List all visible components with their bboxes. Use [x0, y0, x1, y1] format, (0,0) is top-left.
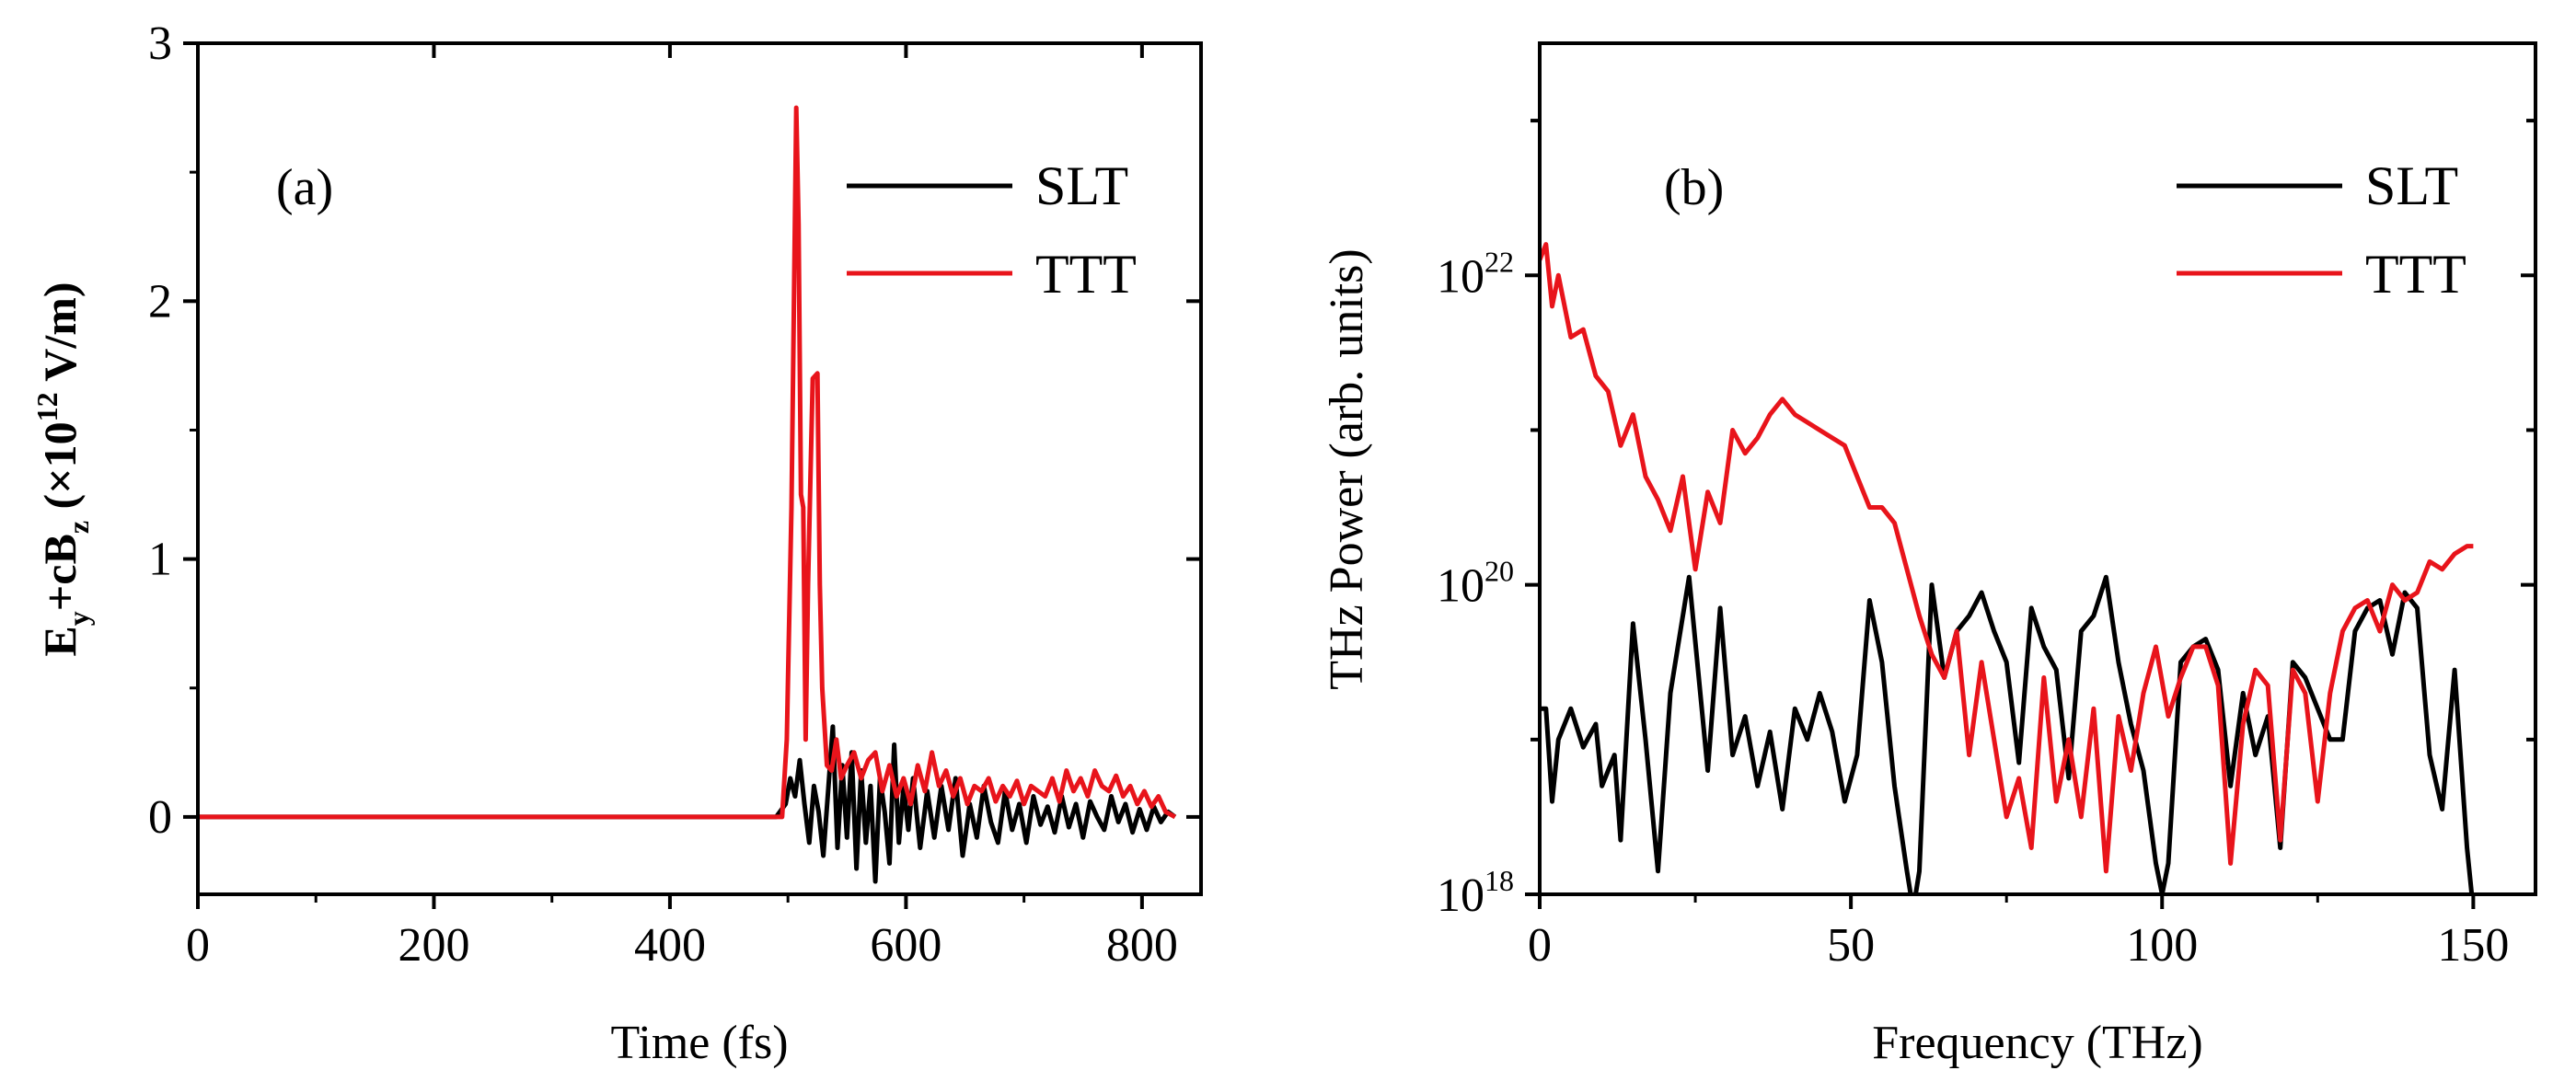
- panel-b-xtick-label: 150: [2437, 919, 2509, 972]
- panel-b-xtick-label: 50: [1827, 919, 1875, 972]
- panel-a-xtick-label: 400: [634, 919, 706, 972]
- ylabel-a-sub2: z: [62, 521, 95, 534]
- ylabel-a-unit-post: V/m): [34, 282, 86, 392]
- panel-b-ylabel: THz Power (arb. units): [1321, 248, 1373, 689]
- ylabel-a-mid: +cB: [34, 534, 86, 611]
- panel-b-series: [1540, 242, 2475, 894]
- panel-b-frame: [1538, 41, 2537, 896]
- panel-a-line-slt: [198, 724, 1177, 884]
- panel-b-ytick-label: 1020: [1437, 555, 1514, 613]
- panel-b-ytick-label: 1022: [1437, 245, 1514, 303]
- panel-b-xtick-label: 100: [2126, 919, 2198, 972]
- panel-b-ticks: 0 50 100 150 1018 1020 1022: [1437, 119, 2536, 972]
- panel-b-legend-ttt-label: TTT: [2365, 244, 2466, 305]
- ylabel-a-unit-sup: 12: [30, 392, 64, 421]
- panel-a-line-ttt: [198, 105, 1176, 820]
- panel-a-ytick-label: 1: [148, 534, 172, 586]
- panel-a-series: [198, 105, 1177, 884]
- panel-a-xlabel: Time (fs): [610, 1017, 788, 1069]
- ylabel-a-unit-pre: (×10: [34, 421, 86, 521]
- panel-b-legend-slt-label: SLT: [2365, 155, 2458, 216]
- panel-a-ylabel: Ey+cBz (×1012 V/m): [30, 282, 95, 656]
- panel-b-label: (b): [1664, 159, 1724, 216]
- panel-a-legend-ttt-label: TTT: [1035, 244, 1137, 305]
- panel-b-line-ttt: [1540, 242, 2474, 874]
- panel-a-xtick-label: 800: [1106, 919, 1178, 972]
- panel-b-line-slt: [1540, 574, 2475, 894]
- panel-b: 0 50 100 150 1018 1020 1022 (b) SLT TTT Freque…: [1321, 41, 2537, 1069]
- panel-b-ytick-label: 1018: [1437, 864, 1514, 922]
- panel-a-ytick-label: 2: [148, 275, 172, 328]
- ylabel-a-sub1: y: [62, 611, 95, 626]
- panel-a-xtick-label: 600: [870, 919, 941, 972]
- ylabel-a-base: E: [34, 626, 86, 656]
- panel-a-xtick-label: 0: [186, 919, 210, 972]
- panel-a-legend-slt-label: SLT: [1035, 155, 1128, 216]
- panel-a-ytick-label: 3: [148, 17, 172, 70]
- panel-a-xtick-label: 200: [398, 919, 469, 972]
- panel-a-frame: [196, 41, 1203, 896]
- panel-b-xlabel: Frequency (THz): [1872, 1017, 2203, 1069]
- panel-a-label: (a): [276, 159, 333, 216]
- panel-a-ytick-label: 0: [148, 791, 172, 844]
- panel-b-xtick-label: 0: [1528, 919, 1552, 972]
- panel-a-ticks: 0 200 400 600 800 0 1 2 3: [148, 17, 1201, 972]
